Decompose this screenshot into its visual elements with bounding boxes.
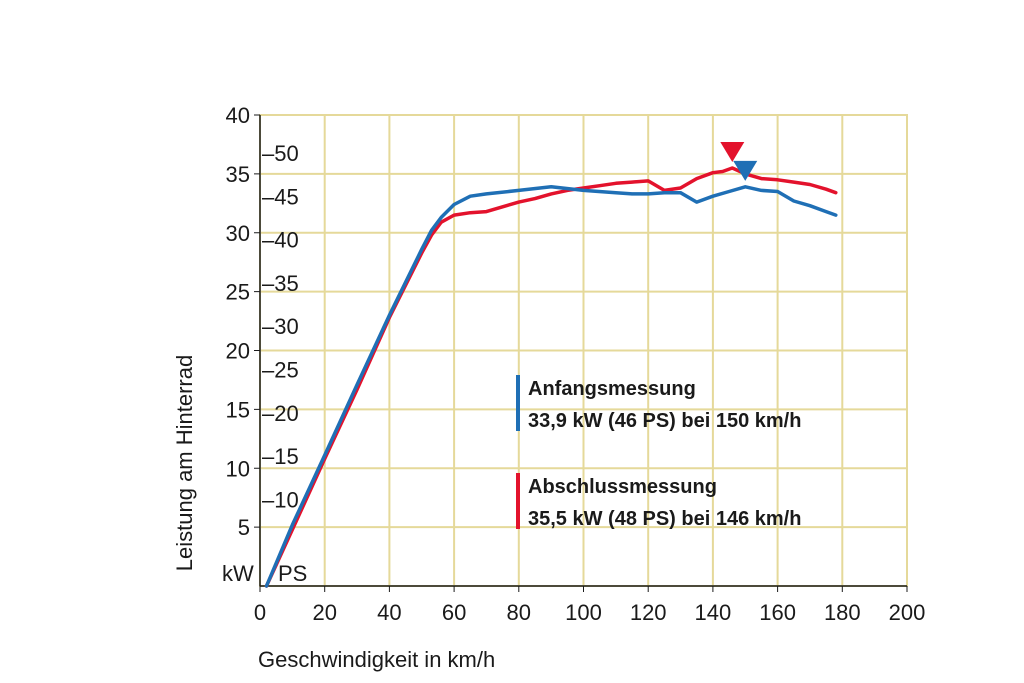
axes [254,114,908,592]
legend-anfangsmessung: Anfangsmessung 33,9 kW (46 PS) bei 150 k… [516,375,801,432]
x-tick-label-8: 160 [759,600,796,625]
ps-tick-label-0: –10 [262,487,299,512]
x-tick-label-9: 180 [824,600,861,625]
kw-tick-label-0: 5 [238,515,250,540]
kw-tick-label-3: 20 [226,339,250,364]
ps-tick-label-1: –15 [262,444,299,469]
ps-tick-label-2: –20 [262,401,299,426]
ps-tick-label-8: –50 [262,141,299,166]
x-axis-title: Geschwindigkeit in km/h [258,647,495,672]
series-line-0 [264,185,838,588]
peak-markers [720,141,758,181]
tick-labels: 0 20 40 60 80 100 120 140 160 180 200 5 10 15 20 25 30 35… [226,103,926,625]
x-tick-label-1: 20 [312,600,336,625]
x-tick-label-7: 140 [695,600,732,625]
legend-abschlussmessung: Abschlussmessung 35,5 kW (48 PS) bei 146… [516,473,801,530]
ps-tick-label-5: –35 [262,271,299,296]
kw-tick-label-1: 10 [226,456,250,481]
legend-summary-abschlussmessung: 35,5 kW (48 PS) bei 146 km/h [528,508,801,530]
x-tick-label-3: 60 [442,600,466,625]
legend-swatch-abschlussmessung [516,473,520,529]
y-axis-title: Leistung am Hinterrad [172,355,197,571]
legend-summary-anfangsmessung: 33,9 kW (46 PS) bei 150 km/h [528,410,801,432]
ps-tick-label-3: –25 [262,357,299,382]
peak-marker-1 [720,141,745,162]
kw-tick-label-6: 35 [226,162,250,187]
peak-marker-0 [733,160,758,181]
x-tick-label-5: 100 [565,600,602,625]
kw-tick-label-2: 15 [226,397,250,422]
kw-tick-label-7: 40 [226,103,250,128]
ps-tick-label-7: –45 [262,184,299,209]
kw-unit-label: kW [222,561,254,586]
x-tick-label-10: 200 [889,600,926,625]
legend-label-abschlussmessung: Abschlussmessung [528,476,717,498]
x-tick-label-2: 40 [377,600,401,625]
series-layer [264,166,838,588]
x-tick-label-0: 0 [254,600,266,625]
ps-unit-label: PS [278,561,307,586]
ps-tick-label-6: –40 [262,228,299,253]
ps-tick-label-4: –30 [262,314,299,339]
kw-tick-label-5: 30 [226,221,250,246]
legend-swatch-anfangsmessung [516,375,520,431]
x-tick-label-6: 120 [630,600,667,625]
legend-label-anfangsmessung: Anfangsmessung [528,378,696,400]
series-line-1 [264,166,838,588]
x-tick-label-4: 80 [507,600,531,625]
kw-tick-label-4: 25 [226,280,250,305]
